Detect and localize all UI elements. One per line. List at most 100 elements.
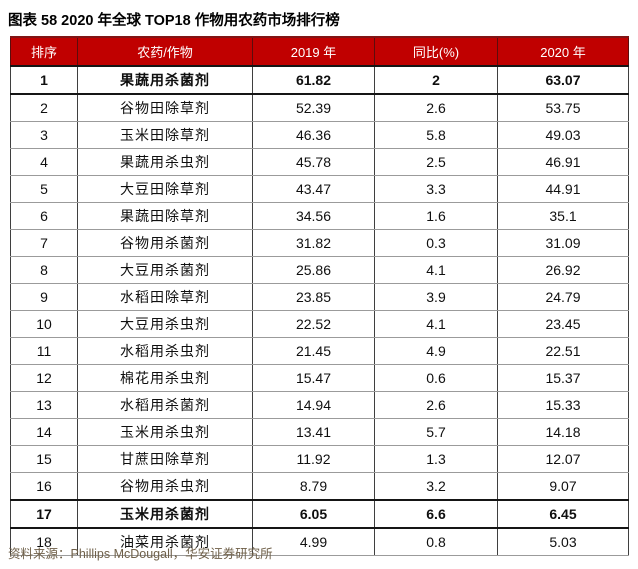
cell-yoy: 3.2: [374, 472, 498, 501]
cell-2020: 53.75: [497, 94, 629, 122]
cell-rank: 16: [10, 472, 78, 501]
table-row: 7 谷物用杀菌剂 31.82 0.3 31.09: [10, 229, 629, 257]
cell-rank: 13: [10, 391, 78, 419]
table-row: 9 水稻田除草剂 23.85 3.9 24.79: [10, 283, 629, 311]
cell-name: 棉花用杀虫剂: [77, 364, 253, 392]
cell-2019: 22.52: [252, 310, 375, 338]
cell-yoy: 3.3: [374, 175, 498, 203]
cell-rank: 6: [10, 202, 78, 230]
cell-2019: 61.82: [252, 65, 375, 95]
cell-yoy: 5.7: [374, 418, 498, 446]
cell-rank: 1: [10, 65, 78, 95]
cell-yoy: 1.6: [374, 202, 498, 230]
cell-2019: 31.82: [252, 229, 375, 257]
cell-yoy: 6.6: [374, 499, 498, 529]
column-header-rank: 排序: [10, 36, 78, 67]
cell-2020: 31.09: [497, 229, 629, 257]
cell-2020: 23.45: [497, 310, 629, 338]
cell-name: 谷物用杀虫剂: [77, 472, 253, 501]
cell-name: 大豆田除草剂: [77, 175, 253, 203]
cell-name: 谷物用杀菌剂: [77, 229, 253, 257]
cell-name: 油菜用杀菌剂: [77, 528, 253, 556]
cell-2019: 15.47: [252, 364, 375, 392]
cell-2019: 34.56: [252, 202, 375, 230]
cell-2020: 49.03: [497, 121, 629, 149]
cell-2019: 45.78: [252, 148, 375, 176]
cell-2019: 4.99: [252, 528, 375, 556]
table-row: 12 棉花用杀虫剂 15.47 0.6 15.37: [10, 364, 629, 392]
cell-yoy: 4.1: [374, 256, 498, 284]
cell-yoy: 0.3: [374, 229, 498, 257]
table-row: 4 果蔬用杀虫剂 45.78 2.5 46.91: [10, 148, 629, 176]
cell-yoy: 0.6: [374, 364, 498, 392]
cell-rank: 14: [10, 418, 78, 446]
cell-2019: 43.47: [252, 175, 375, 203]
cell-name: 甘蔗田除草剂: [77, 445, 253, 473]
cell-rank: 15: [10, 445, 78, 473]
cell-2020: 9.07: [497, 472, 629, 501]
cell-rank: 12: [10, 364, 78, 392]
table-row: 11 水稻用杀虫剂 21.45 4.9 22.51: [10, 337, 629, 365]
cell-2019: 46.36: [252, 121, 375, 149]
table-row: 10 大豆用杀虫剂 22.52 4.1 23.45: [10, 310, 629, 338]
cell-rank: 10: [10, 310, 78, 338]
cell-2020: 44.91: [497, 175, 629, 203]
cell-2019: 14.94: [252, 391, 375, 419]
pesticide-ranking-table: 排序 农药/作物 2019 年 同比(%) 2020 年 1 果蔬用杀菌剂 61…: [10, 36, 629, 556]
cell-2019: 8.79: [252, 472, 375, 501]
table-row: 5 大豆田除草剂 43.47 3.3 44.91: [10, 175, 629, 203]
cell-yoy: 4.9: [374, 337, 498, 365]
cell-name: 果蔬用杀虫剂: [77, 148, 253, 176]
table-row: 2 谷物田除草剂 52.39 2.6 53.75: [10, 94, 629, 122]
table-row: 6 果蔬田除草剂 34.56 1.6 35.1: [10, 202, 629, 230]
table-row: 15 甘蔗田除草剂 11.92 1.3 12.07: [10, 445, 629, 473]
cell-yoy: 4.1: [374, 310, 498, 338]
table-row: 13 水稻用杀菌剂 14.94 2.6 15.33: [10, 391, 629, 419]
cell-name: 水稻田除草剂: [77, 283, 253, 311]
cell-yoy: 0.8: [374, 528, 498, 556]
table-row: 8 大豆用杀菌剂 25.86 4.1 26.92: [10, 256, 629, 284]
cell-rank: 2: [10, 94, 78, 122]
table-row: 18 油菜用杀菌剂 4.99 0.8 5.03: [10, 528, 629, 556]
table-row: 1 果蔬用杀菌剂 61.82 2 63.07: [10, 65, 629, 95]
cell-2020: 35.1: [497, 202, 629, 230]
table-body: 1 果蔬用杀菌剂 61.82 2 63.07 2 谷物田除草剂 52.39 2.…: [10, 65, 629, 556]
cell-2019: 13.41: [252, 418, 375, 446]
source-label: 资料来源：: [8, 547, 71, 561]
column-header-2019: 2019 年: [252, 36, 375, 67]
cell-rank: 7: [10, 229, 78, 257]
cell-2019: 11.92: [252, 445, 375, 473]
cell-name: 大豆用杀虫剂: [77, 310, 253, 338]
cell-name: 果蔬用杀菌剂: [77, 65, 253, 95]
cell-2020: 46.91: [497, 148, 629, 176]
cell-yoy: 5.8: [374, 121, 498, 149]
cell-yoy: 2.6: [374, 94, 498, 122]
table-row: 17 玉米用杀菌剂 6.05 6.6 6.45: [10, 499, 629, 529]
cell-2020: 26.92: [497, 256, 629, 284]
cell-yoy: 1.3: [374, 445, 498, 473]
cell-2019: 25.86: [252, 256, 375, 284]
cell-yoy: 2.6: [374, 391, 498, 419]
cell-rank: 8: [10, 256, 78, 284]
cell-rank: 5: [10, 175, 78, 203]
cell-name: 玉米田除草剂: [77, 121, 253, 149]
source-names: Phillips McDougall，华安证券研究所: [70, 547, 273, 561]
cell-2020: 12.07: [497, 445, 629, 473]
cell-2019: 21.45: [252, 337, 375, 365]
table-row: 14 玉米用杀虫剂 13.41 5.7 14.18: [10, 418, 629, 446]
column-header-yoy: 同比(%): [374, 36, 498, 67]
table-header-row: 排序 农药/作物 2019 年 同比(%) 2020 年: [10, 36, 629, 67]
cell-rank: 4: [10, 148, 78, 176]
figure-title: 图表 58 2020 年全球 TOP18 作物用农药市场排行榜: [8, 13, 340, 29]
cell-2020: 5.03: [497, 528, 629, 556]
cell-name: 玉米用杀虫剂: [77, 418, 253, 446]
cell-rank: 11: [10, 337, 78, 365]
source-line: 资料来源：Phillips McDougall，华安证券研究所: [8, 543, 273, 562]
column-header-name: 农药/作物: [77, 36, 253, 67]
cell-2020: 24.79: [497, 283, 629, 311]
column-header-2020: 2020 年: [497, 36, 629, 67]
cell-name: 玉米用杀菌剂: [77, 499, 253, 529]
cell-2020: 15.33: [497, 391, 629, 419]
table-row: 16 谷物用杀虫剂 8.79 3.2 9.07: [10, 472, 629, 501]
